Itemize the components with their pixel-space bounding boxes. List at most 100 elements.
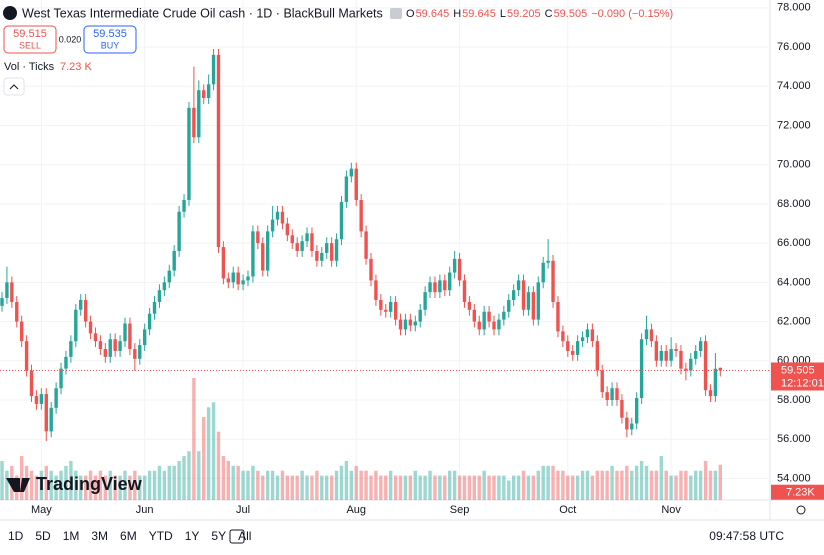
range-button[interactable]: All (238, 529, 251, 543)
calendar-icon[interactable] (229, 529, 245, 544)
volume-bar (241, 470, 245, 500)
volume-bar (172, 465, 176, 500)
volume-bar (325, 475, 329, 500)
candle-body (443, 280, 447, 291)
collapse-button[interactable] (3, 77, 25, 96)
candle-body (334, 239, 339, 261)
candle-body (329, 243, 334, 261)
candle-body (88, 321, 93, 334)
volume-bar (620, 470, 624, 500)
candle-body (403, 319, 408, 330)
price-tag (771, 362, 824, 391)
candle-body (24, 341, 29, 371)
candle-body (113, 339, 117, 351)
volume-bar (310, 475, 314, 500)
candle-body (698, 341, 703, 351)
ohlc-key: O (406, 8, 415, 20)
volume-bar (438, 475, 442, 500)
sell-button[interactable] (3, 25, 57, 54)
volume-bar (108, 470, 112, 500)
volume-bar (502, 475, 506, 500)
candle-body (118, 341, 122, 351)
volume-bar (679, 470, 683, 500)
candle-body (280, 211, 285, 224)
candle-body (34, 396, 39, 404)
candle-body (585, 329, 590, 338)
volume-bar (354, 465, 358, 500)
candle-body (487, 311, 491, 322)
candle-body (152, 301, 157, 314)
volume-bar (536, 470, 540, 500)
volume-bar (585, 470, 590, 500)
candle-body (467, 301, 472, 310)
volume-bar (19, 456, 24, 500)
candle-body (516, 280, 521, 291)
range-button[interactable]: 1M (63, 529, 80, 543)
volume-bar (713, 470, 718, 500)
candle-body (133, 349, 137, 359)
candle-body (39, 394, 44, 404)
candle-body (600, 370, 604, 393)
candle-body (167, 270, 171, 283)
range-button[interactable]: 1Y (185, 529, 200, 543)
candle-body (206, 84, 211, 99)
range-button[interactable]: 6M (120, 529, 137, 543)
candle-body (275, 211, 280, 220)
candle-body (93, 333, 98, 342)
candle-body (590, 329, 595, 342)
volume-bar (54, 475, 58, 500)
range-button[interactable]: 3M (91, 529, 108, 543)
volume-bar (246, 470, 250, 500)
volume-bar (708, 470, 713, 500)
volume-bar (265, 470, 270, 500)
volume-bar (34, 475, 39, 500)
y-tick-label: 54.000 (777, 472, 811, 484)
volume-bar (364, 470, 368, 500)
volume-bar (590, 475, 595, 500)
volume-bar (428, 470, 432, 500)
logo: TradingView (36, 474, 143, 494)
range-button[interactable]: 1D (8, 529, 24, 543)
candle-body (497, 319, 501, 330)
volume-bar (649, 470, 654, 500)
volume-bar (187, 451, 191, 500)
candle-body (364, 231, 368, 259)
range-button[interactable]: 5D (35, 529, 51, 543)
candle-body (320, 252, 324, 261)
volume-bar (0, 460, 4, 500)
volume-bar (177, 460, 181, 500)
candle-body (502, 311, 506, 320)
candle-body (359, 200, 363, 232)
volume-bar (320, 475, 324, 500)
x-tick-label: Nov (661, 504, 681, 516)
volume-bar (703, 460, 708, 500)
candle-body (83, 300, 88, 322)
volume-bar (349, 470, 354, 500)
buy-button[interactable] (83, 25, 137, 54)
settings-icon[interactable] (796, 505, 806, 515)
volume-bar (413, 470, 417, 500)
candle-body (197, 90, 201, 138)
chart-title: West Texas Intermediate Crude Oil cash ·… (22, 6, 383, 20)
volume-bar (580, 470, 585, 500)
candle-body (566, 341, 570, 351)
candle-body (384, 309, 388, 312)
candle-body (408, 319, 413, 326)
candle-body (236, 272, 240, 285)
candle-body (49, 407, 53, 432)
volume-bar (393, 475, 398, 500)
candle-body (374, 280, 378, 300)
volume-bar (664, 470, 668, 500)
range-button[interactable]: YTD (149, 529, 173, 543)
volume-bar (83, 475, 88, 500)
candle-body (305, 233, 309, 242)
sell-label: SELL (19, 40, 41, 50)
candle-body (398, 319, 403, 330)
volume-bar (674, 475, 678, 500)
ohlc-value: 59.645 (416, 8, 450, 20)
candle-body (310, 233, 314, 251)
candle-body (531, 292, 536, 320)
range-button[interactable]: 5Y (211, 529, 226, 543)
candle-body (644, 329, 649, 340)
